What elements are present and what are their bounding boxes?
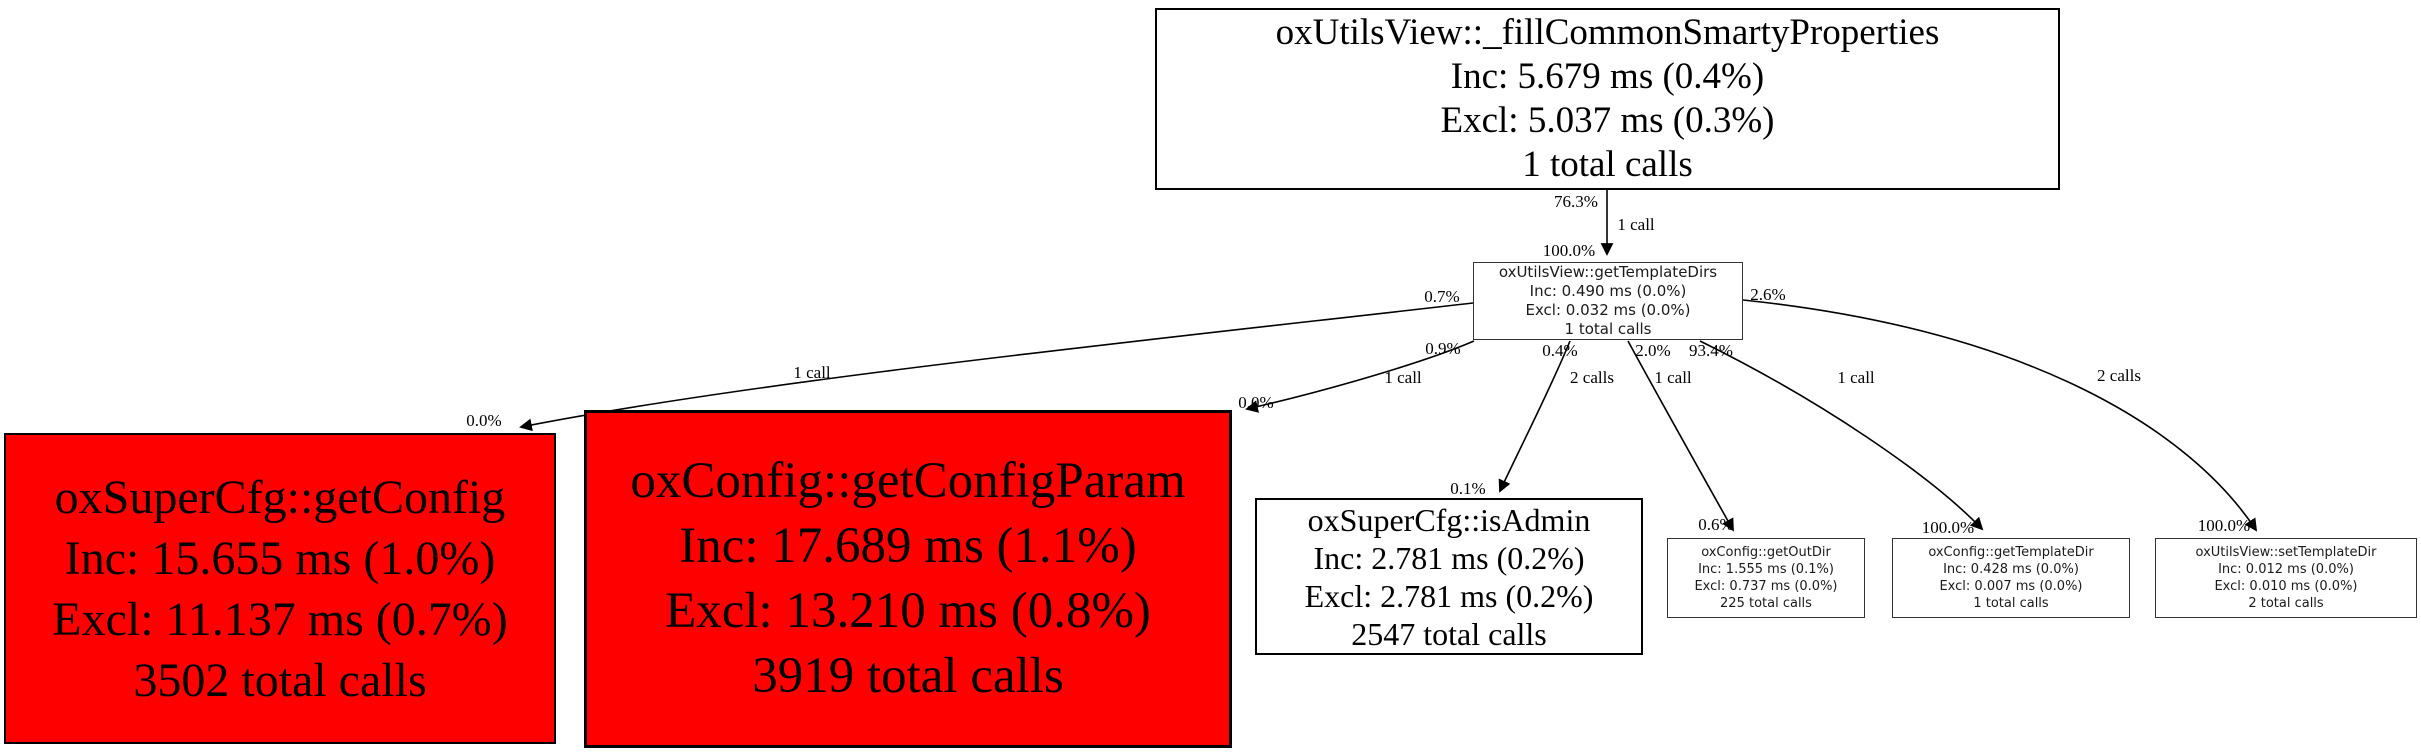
node-total-calls: 225 total calls	[1720, 596, 1812, 611]
edge-call-count-label: 1 call	[1654, 368, 1692, 387]
node-oxutilsview-settemplatedir: oxUtilsView::setTemplateDir Inc: 0.012 m…	[2155, 538, 2417, 618]
node-total-calls: 3502 total calls	[133, 653, 427, 707]
edge-head-percent-label: 100.0%	[2197, 516, 2251, 535]
edge-tail-percent-label: 2.6%	[1750, 285, 1786, 304]
edge-gettemplatedirs-to-getconfig	[519, 302, 1474, 432]
node-oxsupercfg-isadmin: oxSuperCfg::isAdmin Inc: 2.781 ms (0.2%)…	[1255, 498, 1643, 655]
node-function-name: oxConfig::getConfigParam	[630, 453, 1186, 509]
edge-call-count-label: 1 call	[793, 363, 831, 382]
node-function-name: oxUtilsView::_fillCommonSmartyProperties	[1275, 12, 1940, 53]
node-function-name: oxSuperCfg::getConfig	[54, 470, 506, 524]
node-function-name: oxUtilsView::getTemplateDirs	[1498, 263, 1718, 281]
node-exclusive-time: Excl: 13.210 ms (0.8%)	[665, 583, 1151, 639]
node-exclusive-time: Excl: 0.007 ms (0.0%)	[1939, 579, 2083, 594]
edge-tail-percent-label: 0.7%	[1424, 287, 1460, 306]
edge-gettemplatedirs-to-settemplatedir	[1742, 299, 2258, 532]
node-function-name: oxConfig::getTemplateDir	[1928, 545, 2094, 560]
node-exclusive-time: Excl: 0.737 ms (0.0%)	[1694, 579, 1838, 594]
node-exclusive-time: Excl: 2.781 ms (0.2%)	[1304, 577, 1594, 614]
edge-call-count-label: 1 call	[1384, 368, 1422, 387]
node-oxsupercfg-getconfig: oxSuperCfg::getConfig Inc: 15.655 ms (1.…	[4, 433, 556, 744]
node-oxutilsview-gettemplatedirs: oxUtilsView::getTemplateDirs Inc: 0.490 …	[1473, 262, 1743, 340]
edge-head-percent-label: 100.0%	[1921, 518, 1975, 537]
node-oxconfig-gettemplatedir: oxConfig::getTemplateDir Inc: 0.428 ms (…	[1892, 538, 2130, 618]
node-inclusive-time: Inc: 0.428 ms (0.0%)	[1943, 562, 2079, 577]
edge-gettemplatedirs-to-getconfigparam	[1245, 340, 1475, 413]
node-total-calls: 2547 total calls	[1351, 615, 1547, 652]
edge-head-percent-label: 0.0%	[1238, 393, 1274, 412]
edge-head-percent-label: 0.0%	[466, 411, 502, 430]
node-total-calls: 1 total calls	[1522, 144, 1693, 185]
node-function-name: oxConfig::getOutDir	[1701, 545, 1831, 560]
edge-tail-percent-label: 0.4%	[1542, 341, 1578, 360]
node-inclusive-time: Inc: 0.490 ms (0.0%)	[1529, 282, 1687, 300]
node-total-calls: 2 total calls	[2248, 596, 2324, 611]
node-exclusive-time: Excl: 11.137 ms (0.7%)	[52, 592, 508, 646]
edge-head-percent-label: 0.6%	[1698, 515, 1734, 534]
edge-tail-percent-label: 0.9%	[1425, 339, 1461, 358]
node-inclusive-time: Inc: 0.012 ms (0.0%)	[2218, 562, 2354, 577]
edge-tail-percent-label: 93.4%	[1689, 341, 1733, 360]
node-oxconfig-getconfigparam: oxConfig::getConfigParam Inc: 17.689 ms …	[584, 410, 1232, 748]
node-exclusive-time: Excl: 0.032 ms (0.0%)	[1525, 301, 1691, 319]
edge-tail-percent-label: 76.3%	[1554, 192, 1598, 211]
edge-head-percent-label: 100.0%	[1542, 241, 1596, 260]
edge-call-count-label: 1 call	[1617, 215, 1655, 234]
node-inclusive-time: Inc: 2.781 ms (0.2%)	[1313, 539, 1585, 576]
edge-call-count-label: 2 calls	[1570, 368, 1614, 387]
node-exclusive-time: Excl: 5.037 ms (0.3%)	[1440, 100, 1775, 141]
node-total-calls: 3919 total calls	[752, 648, 1064, 704]
node-oxutilsview-fillcommonsmartyproperties: oxUtilsView::_fillCommonSmartyProperties…	[1155, 8, 2060, 190]
node-oxconfig-getoutdir: oxConfig::getOutDir Inc: 1.555 ms (0.1%)…	[1667, 538, 1865, 618]
edge-gettemplatedirs-to-isadmin	[1498, 340, 1571, 493]
edge-call-count-label: 1 call	[1837, 368, 1875, 387]
node-inclusive-time: Inc: 15.655 ms (1.0%)	[64, 531, 496, 585]
node-total-calls: 1 total calls	[1973, 596, 2049, 611]
node-inclusive-time: Inc: 17.689 ms (1.1%)	[679, 518, 1137, 574]
node-function-name: oxUtilsView::setTemplateDir	[2195, 545, 2377, 560]
edge-gettemplatedirs-to-gettemplatedir	[1699, 340, 1984, 531]
edge-call-count-label: 2 calls	[2097, 366, 2141, 385]
node-inclusive-time: Inc: 1.555 ms (0.1%)	[1698, 562, 1834, 577]
edge-tail-percent-label: 2.0%	[1635, 341, 1671, 360]
node-total-calls: 1 total calls	[1564, 320, 1652, 338]
node-exclusive-time: Excl: 0.010 ms (0.0%)	[2214, 579, 2358, 594]
node-function-name: oxSuperCfg::isAdmin	[1307, 501, 1591, 538]
node-inclusive-time: Inc: 5.679 ms (0.4%)	[1450, 56, 1765, 97]
edge-gettemplatedirs-to-getoutdir	[1627, 340, 1734, 532]
edge-head-percent-label: 0.1%	[1450, 479, 1486, 498]
